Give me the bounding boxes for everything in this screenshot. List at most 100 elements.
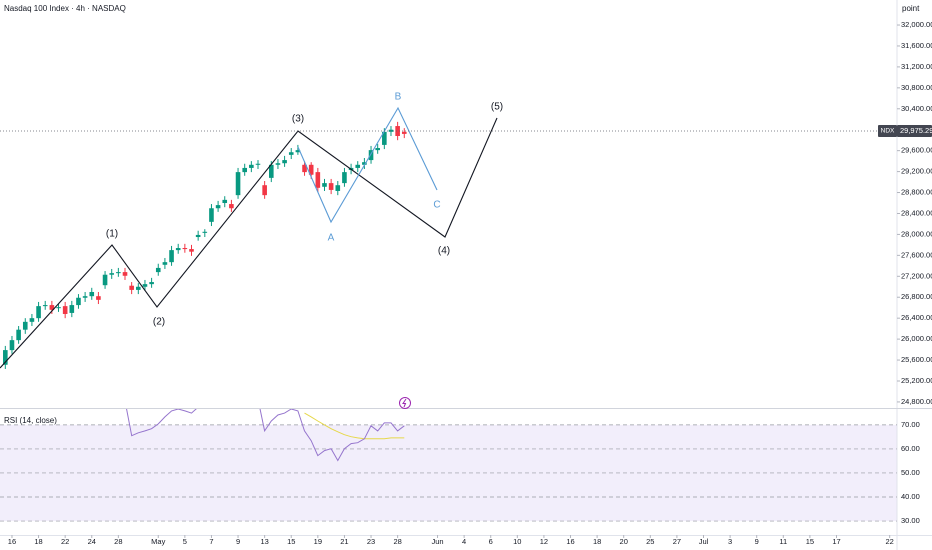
candle-body [116,272,121,274]
wave-label: C [433,200,440,211]
y-tick-label: 30,400.00 [901,104,932,113]
candle-body [308,164,314,175]
y-tick-label: 25,200.00 [901,376,932,385]
x-tick-label: 21 [340,537,348,546]
y-tick-label: 27,600.00 [901,250,932,259]
candle-body [328,183,334,190]
candle-body [235,172,241,196]
candle-body [189,249,194,252]
y-tick-label: 27,200.00 [901,271,932,280]
candle-body [149,282,154,285]
y-tick-label: 24,800.00 [901,397,932,406]
candle-body [62,306,68,314]
x-tick-label: 9 [755,537,759,546]
wave-label: (3) [292,114,304,125]
y-tick-label: 31,200.00 [901,62,932,71]
impulse-wave [0,117,498,369]
candle-body [42,305,48,307]
wave-label: (4) [438,246,450,257]
candle-body [82,296,88,298]
candle-body [36,306,41,319]
candle-body [382,131,387,145]
rsi-tick-label: 60.00 [901,444,920,453]
candle-body [275,163,281,165]
symbol-tag: NDX [881,128,895,135]
x-tick-label: Jun [431,537,443,546]
candle-body [16,329,21,341]
x-tick-label: 6 [489,537,493,546]
candle-body [262,185,267,196]
candle-body [355,164,361,168]
candle-body [89,291,95,297]
x-tick-label: 20 [620,537,628,546]
x-tick-label: 15 [287,537,295,546]
x-tick-label: 28 [114,537,122,546]
candle-body [22,321,28,330]
candle-body [169,250,174,263]
x-tick-label: 22 [886,537,894,546]
candle-body [96,296,101,300]
x-tick-label: May [151,537,165,546]
x-tick-label: 25 [646,537,654,546]
candle-body [401,131,407,134]
candle-body [395,126,400,136]
rsi-tick-label: 70.00 [901,420,920,429]
candle-body [315,172,321,188]
rsi-title: RSI (14, close) [4,416,57,425]
candle-body [56,307,61,309]
candle-body [109,273,115,275]
candle-body [215,205,221,209]
y-tick-label: 25,600.00 [901,355,932,364]
x-tick-label: 9 [236,537,240,546]
candle-body [249,164,254,168]
y-tick-label: 29,600.00 [901,146,932,155]
x-tick-label: 4 [462,537,466,546]
x-tick-label: 28 [393,537,401,546]
candle-body [3,350,8,365]
wave-label: A [328,233,335,244]
y-tick-label: 28,400.00 [901,208,932,217]
candle-body [9,340,15,351]
x-tick-label: 18 [593,537,601,546]
wave-lines [0,106,498,369]
y-tick-label: 31,600.00 [901,41,932,50]
y-tick-label: 29,200.00 [901,167,932,176]
candle-body [302,164,307,173]
corrective-wave [297,106,438,224]
chart-title: Nasdaq 100 Index · 4h · NASDAQ [4,4,126,13]
x-tick-label: 16 [566,537,574,546]
x-tick-label: 19 [314,537,322,546]
candle-body [209,208,214,222]
candle-body [229,204,234,209]
wave-label: (2) [153,317,165,328]
candle-body [129,285,134,290]
y-tick-label: 32,000.00 [901,20,932,29]
rsi-tick-label: 40.00 [901,492,920,501]
candle-body [29,318,35,322]
candle-body [242,167,247,173]
x-tick-label: 7 [209,537,213,546]
candle-body [142,284,148,287]
x-tick-label: 24 [88,537,96,546]
candle-body [102,274,108,286]
rsi-tick-label: 30.00 [901,516,920,525]
x-tick-label: 22 [61,537,69,546]
candle-body [122,272,128,276]
wave-label: B [395,92,402,103]
candle-body [182,248,188,250]
price-axis-label: point [902,4,920,13]
rsi-tick-label: 50.00 [901,468,920,477]
candle-body [162,262,168,265]
x-tick-label: 3 [728,537,732,546]
event-icon-bolt [402,398,407,408]
rsi-lines [126,409,405,462]
x-tick-label: 23 [367,537,375,546]
y-tick-label: 28,000.00 [901,229,932,238]
candle-body [368,150,374,161]
candle-body [155,267,161,273]
candle-body [375,148,380,151]
candle-body [268,164,274,178]
candle-body [342,172,347,184]
last-price-label: 29,975.29 [900,126,932,135]
